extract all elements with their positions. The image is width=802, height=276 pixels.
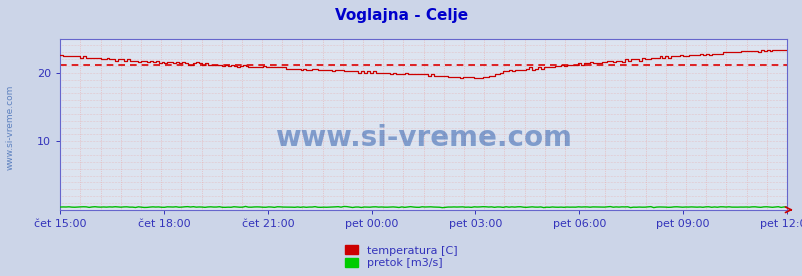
Text: www.si-vreme.com: www.si-vreme.com: [6, 84, 15, 170]
Text: www.si-vreme.com: www.si-vreme.com: [275, 124, 571, 152]
Legend: temperatura [C], pretok [m3/s]: temperatura [C], pretok [m3/s]: [342, 243, 460, 270]
Text: Voglajna - Celje: Voglajna - Celje: [334, 8, 468, 23]
